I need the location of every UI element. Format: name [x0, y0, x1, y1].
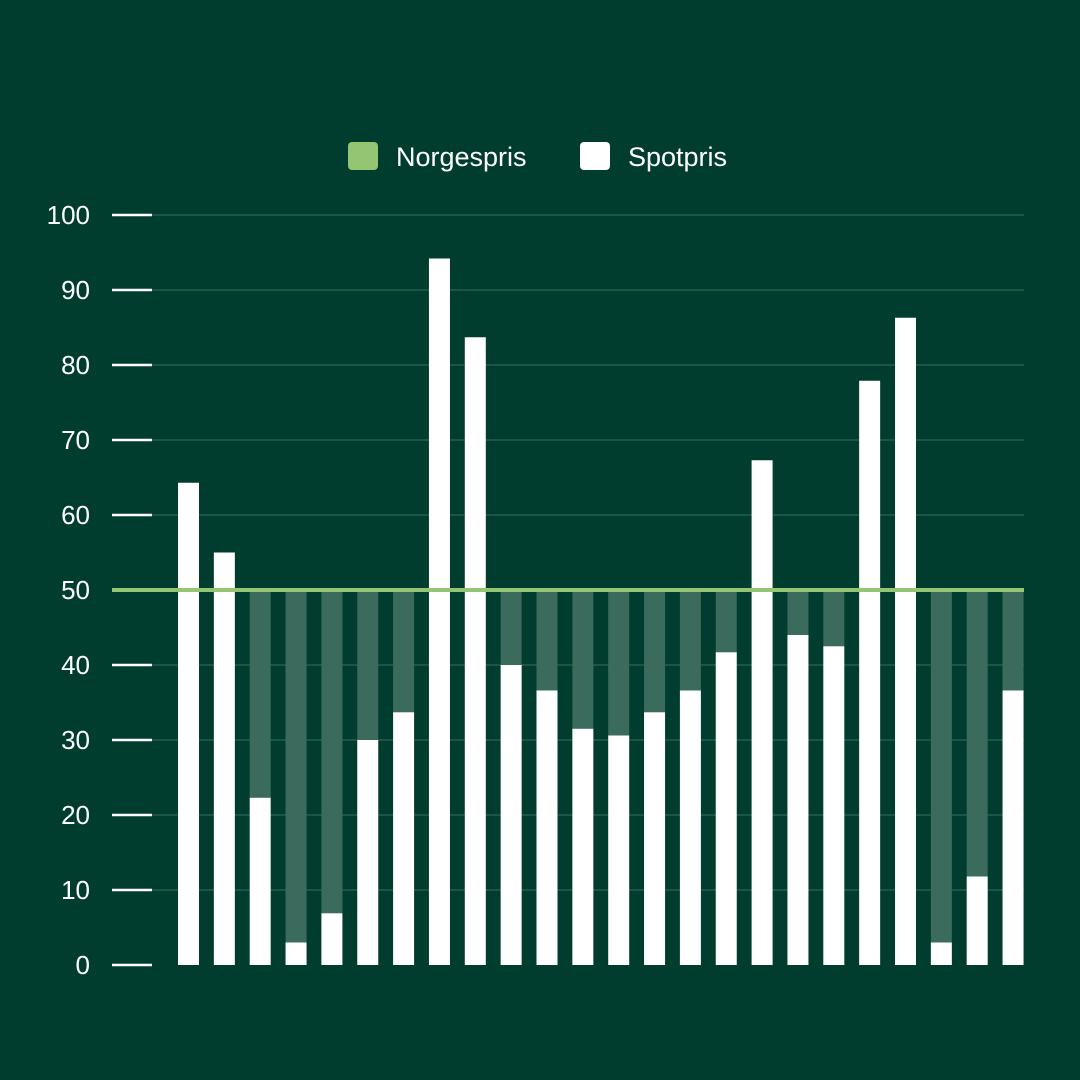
- spotpris-bar-13: [608, 735, 630, 965]
- y-tick-label-60: 60: [61, 500, 90, 530]
- y-tick-label-0: 0: [76, 950, 90, 980]
- legend-swatch-norgespris: [348, 142, 378, 170]
- spotpris-bar-2: [213, 552, 235, 965]
- shortfall-bar-3: [249, 590, 271, 798]
- legend-label-spotpris: Spotpris: [628, 142, 727, 172]
- spotpris-bar-21: [895, 317, 916, 965]
- shortfall-bar-10: [500, 590, 522, 665]
- spotpris-bar-15: [679, 690, 701, 965]
- spotpris-bar-24: [1002, 690, 1024, 965]
- y-tick-label-90: 90: [61, 275, 90, 305]
- shortfall-bar-13: [608, 590, 630, 736]
- y-axis: 0 10 20 30 40 50 60 70 80 90 100: [47, 200, 152, 980]
- spotpris-bar-16: [715, 652, 737, 965]
- spotpris-bar-12: [572, 728, 594, 965]
- y-tick-label-20: 20: [61, 800, 90, 830]
- shortfall-bar-11: [536, 590, 558, 691]
- shortfall-bar-16: [715, 590, 737, 653]
- shortfall-bars: [249, 590, 1024, 943]
- spotpris-bar-19: [823, 646, 845, 965]
- spotpris-bar-5: [321, 913, 343, 965]
- shortfall-bar-23: [966, 590, 988, 877]
- spotpris-bar-11: [536, 690, 558, 965]
- spotpris-bar-1: [178, 482, 199, 965]
- spotpris-bar-18: [787, 635, 809, 965]
- spotpris-bar-10: [500, 665, 522, 965]
- legend: Norgespris Spotpris: [348, 142, 727, 172]
- spotpris-bar-8: [428, 258, 450, 965]
- spotpris-bar-9: [464, 337, 486, 965]
- shortfall-bar-6: [357, 590, 379, 740]
- y-tick-label-70: 70: [61, 425, 90, 455]
- spotpris-bar-20: [859, 380, 881, 965]
- spotpris-bar-22: [930, 942, 952, 965]
- y-tick-label-40: 40: [61, 650, 90, 680]
- spotpris-bar-7: [393, 712, 415, 965]
- y-tick-label-80: 80: [61, 350, 90, 380]
- spotpris-bars: [178, 258, 1024, 965]
- spotpris-bar-4: [285, 942, 307, 965]
- shortfall-bar-5: [321, 590, 343, 914]
- shortfall-bar-7: [393, 590, 415, 713]
- shortfall-bar-12: [572, 590, 594, 729]
- shortfall-bar-19: [823, 590, 845, 647]
- spotpris-bar-17: [751, 460, 773, 965]
- legend-swatch-spotpris: [580, 142, 610, 170]
- y-tick-label-50: 50: [61, 575, 90, 605]
- shortfall-bar-22: [930, 590, 952, 943]
- y-tick-label-10: 10: [61, 875, 90, 905]
- shortfall-bar-15: [679, 590, 701, 691]
- shortfall-bar-4: [285, 590, 307, 943]
- y-tick-label-100: 100: [47, 200, 90, 230]
- y-tick-label-30: 30: [61, 725, 90, 755]
- shortfall-bar-24: [1002, 590, 1024, 691]
- spotpris-bar-3: [249, 797, 271, 965]
- spotpris-bar-6: [357, 740, 379, 965]
- legend-label-norgespris: Norgespris: [396, 142, 527, 172]
- shortfall-bar-18: [787, 590, 809, 635]
- spotpris-bar-14: [644, 712, 666, 965]
- spotpris-bar-23: [966, 876, 988, 965]
- shortfall-bar-14: [644, 590, 666, 713]
